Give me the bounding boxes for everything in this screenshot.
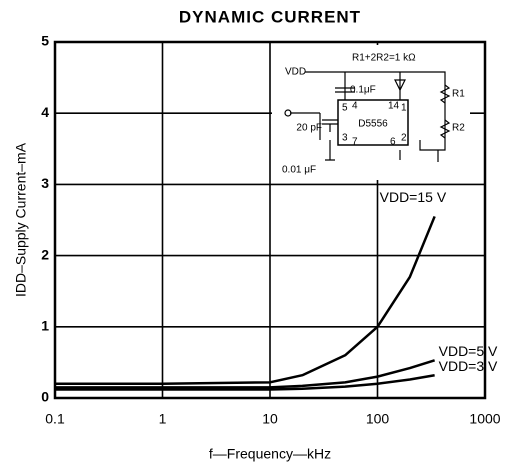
y-tick-label: 4 xyxy=(41,104,49,120)
series-line xyxy=(55,215,436,386)
x-axis-label: f—Frequency—kHz xyxy=(209,446,331,462)
circuit-wires xyxy=(290,71,446,162)
inset-circuit: VDD R1+2R2=1 kΩ 0.1μF R1 R2 20 pF D5556 … xyxy=(272,45,470,180)
x-tick-label: 10 xyxy=(262,411,278,427)
y-tick-label: 0 xyxy=(41,389,49,405)
pin-label: 14 xyxy=(388,101,400,112)
inset-label: R2 xyxy=(452,123,465,134)
inset-label: D5556 xyxy=(358,119,388,130)
y-tick-label: 2 xyxy=(41,246,49,262)
pin-label: 3 xyxy=(342,133,348,144)
pin-label: 7 xyxy=(352,137,358,148)
x-tick-label: 0.1 xyxy=(45,411,65,427)
inset-label: 20 pF xyxy=(296,123,322,134)
pin-label: 5 xyxy=(342,103,348,114)
y-tick-label: 1 xyxy=(41,318,49,334)
resistors xyxy=(439,84,451,139)
x-tick-label: 100 xyxy=(366,411,390,427)
series-line xyxy=(55,359,436,389)
chip-body xyxy=(337,99,409,146)
inset-label: R1 xyxy=(452,89,465,100)
inset-label: 0.1μF xyxy=(350,85,376,96)
y-tick-label: 3 xyxy=(41,175,49,191)
plot-frame xyxy=(53,40,487,400)
pin-label: 2 xyxy=(401,133,407,144)
current-arrow xyxy=(394,79,406,92)
y-tick-label: 5 xyxy=(41,33,49,49)
chart-title: DYNAMIC CURRENT xyxy=(179,7,361,26)
inset-label: VDD xyxy=(285,67,306,78)
series-label: VDD=15 V xyxy=(380,189,447,205)
inset-label: 0.01 μF xyxy=(282,165,316,176)
input-terminal xyxy=(284,109,292,117)
x-tick-label: 1 xyxy=(159,411,167,427)
pin-label: 6 xyxy=(390,137,396,148)
pin-label: 4 xyxy=(352,101,358,112)
y-axis-label: IDD–Supply Current–mA xyxy=(13,142,29,297)
series-line xyxy=(55,373,435,391)
inset-label: R1+2R2=1 kΩ xyxy=(352,53,416,64)
pin-label: 1 xyxy=(401,103,407,114)
x-tick-label: 1000 xyxy=(469,411,500,427)
series-label: VDD=5 V xyxy=(439,343,498,359)
series-label: VDD=3 V xyxy=(439,358,498,374)
